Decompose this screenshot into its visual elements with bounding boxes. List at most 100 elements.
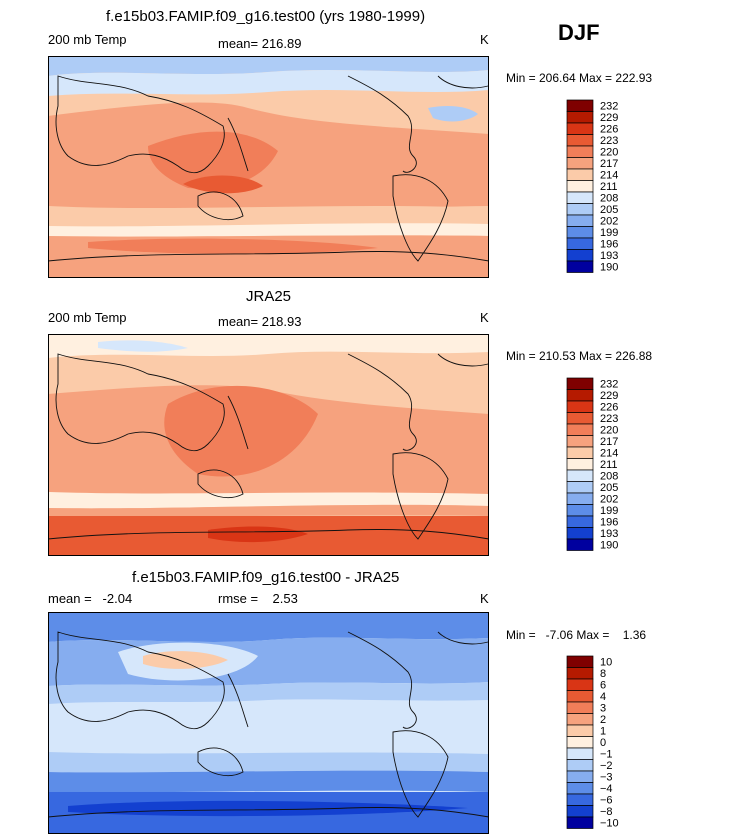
panel1-colorbar-label-7: 211 bbox=[600, 181, 618, 193]
panel1-colorbar-label-1: 229 bbox=[600, 112, 618, 124]
panel2-colorbar-label-6: 214 bbox=[600, 448, 618, 460]
panel1-cold-spot bbox=[428, 106, 478, 122]
panel1-colorbar-box-14 bbox=[566, 260, 594, 273]
panel3-colorbar-label-10: −3 bbox=[600, 772, 613, 784]
panel2-colorbar-label-1: 229 bbox=[600, 390, 618, 402]
panel1-colorbar-label-5: 217 bbox=[600, 158, 618, 170]
panel1-colorbar-box-1 bbox=[566, 111, 594, 124]
panel2-colorbar-label-3: 223 bbox=[600, 413, 618, 425]
panel1-colorbar-label-9: 205 bbox=[600, 204, 618, 216]
panel3-colorbar-label-0: 10 bbox=[600, 657, 612, 669]
panel2-colorbar-box-10 bbox=[566, 492, 594, 505]
panel2-cold-spot bbox=[98, 340, 188, 352]
panel3-title: f.e15b03.FAMIP.f09_g16.test00 - JRA25 bbox=[132, 569, 400, 586]
panel1-minmax-label: Min = 206.64 Max = 222.93 bbox=[506, 71, 653, 85]
panel3-band-s-highlat bbox=[48, 770, 489, 793]
panel1-colorbar-box-2 bbox=[566, 122, 594, 135]
panel1-colorbar-label-6: 214 bbox=[600, 170, 618, 182]
panel2-colorbar-label-8: 208 bbox=[600, 471, 618, 483]
panel1-coastlines bbox=[48, 75, 489, 262]
panel2-colorbar-box-8 bbox=[566, 469, 594, 482]
panel3-colorbar-box-7 bbox=[566, 736, 594, 749]
panel1-colorbar-label-14: 190 bbox=[600, 262, 618, 274]
panel2-colorbar-label-9: 205 bbox=[600, 482, 618, 494]
season-label: DJF bbox=[558, 20, 600, 45]
panel1-left-label: 200 mb Temp bbox=[48, 32, 127, 47]
panel3-colorbar-box-4 bbox=[566, 701, 594, 714]
panel2-colorbar-box-5 bbox=[566, 435, 594, 448]
panel2-colorbar-label-0: 232 bbox=[600, 379, 618, 391]
panel2-units-label: K bbox=[480, 310, 489, 325]
panel2-colorbar-box-13 bbox=[566, 527, 594, 540]
panel2-band-arctic bbox=[48, 334, 489, 358]
panel2-map bbox=[48, 334, 489, 556]
panel1-colorbar-box-0 bbox=[566, 99, 594, 112]
panel3-colorbar-label-6: 1 bbox=[600, 726, 606, 738]
panel2-colorbar-box-14 bbox=[566, 538, 594, 551]
panel2-left-label: 200 mb Temp bbox=[48, 310, 127, 325]
panel1-mean-label: mean= 216.89 bbox=[218, 36, 302, 51]
panel2-colorbar-box-11 bbox=[566, 504, 594, 517]
panel1-colorbar-box-9 bbox=[566, 203, 594, 216]
panel1-colorbar-box-11 bbox=[566, 226, 594, 239]
panel2-colorbar-label-7: 211 bbox=[600, 459, 618, 471]
panel3-map bbox=[48, 612, 489, 834]
panel2-band-s-cool bbox=[48, 492, 489, 509]
panel3-minmax-label: Min = -7.06 Max = 1.36 bbox=[506, 628, 647, 642]
panel1-colorbar-box-7 bbox=[566, 180, 594, 193]
panel1-colorbar-label-11: 199 bbox=[600, 227, 618, 239]
panel3-band-arctic bbox=[48, 612, 489, 642]
panel3-colorbar-label-1: 8 bbox=[600, 668, 606, 680]
panel2-colorbar-box-7 bbox=[566, 458, 594, 471]
panel1-colorbar-label-4: 220 bbox=[600, 147, 618, 159]
panel1-band-arctic bbox=[48, 56, 489, 76]
panel3-frame bbox=[48, 612, 489, 834]
panel1-units-label: K bbox=[480, 32, 489, 47]
panel2-colorbar-label-5: 217 bbox=[600, 436, 618, 448]
panel3-colorbar-box-8 bbox=[566, 747, 594, 760]
panel3-colorbar-label-5: 2 bbox=[600, 714, 606, 726]
panel1-band-s-midlat bbox=[48, 206, 489, 227]
panel1-colorbar-label-10: 202 bbox=[600, 216, 618, 228]
panel2-band-antarctic-warm bbox=[208, 526, 308, 543]
panel1-map bbox=[48, 56, 489, 278]
panel3-band-high-lat bbox=[48, 637, 489, 686]
panel2-colorbar-label-13: 193 bbox=[600, 528, 618, 540]
panel1-colorbar-label-3: 223 bbox=[600, 135, 618, 147]
panel3-colorbar-box-6 bbox=[566, 724, 594, 737]
panel3-colorbar-box-11 bbox=[566, 782, 594, 795]
panel2-colorbar-box-3 bbox=[566, 412, 594, 425]
panel2-colorbar-box-1 bbox=[566, 389, 594, 402]
panel3-colorbar-box-9 bbox=[566, 759, 594, 772]
panel3-colorbar-box-0 bbox=[566, 655, 594, 668]
panel3-mean-label: mean = -2.04 bbox=[48, 591, 133, 606]
panel2-title: JRA25 bbox=[246, 288, 292, 305]
panel1-band-s-cool bbox=[48, 223, 489, 237]
panel3-colorbar-box-13 bbox=[566, 805, 594, 818]
panel3-band-n-midlat bbox=[48, 682, 489, 704]
panel2-coastlines bbox=[48, 353, 489, 540]
panel3-band-antarctic-cold bbox=[68, 800, 468, 817]
panel3-colorbar-label-13: −8 bbox=[600, 806, 613, 818]
panel2-colorbar-box-12 bbox=[566, 515, 594, 528]
panel3-colorbar-label-8: −1 bbox=[600, 749, 613, 761]
panel3-colorbar-box-12 bbox=[566, 793, 594, 806]
panel1-title: f.e15b03.FAMIP.f09_g16.test00 (yrs 1980-… bbox=[106, 8, 426, 25]
panel3-colorbar-label-11: −4 bbox=[600, 783, 613, 795]
panel1-colorbar-box-8 bbox=[566, 191, 594, 204]
panel1-colorbar-box-5 bbox=[566, 157, 594, 170]
panel1-colorbar-box-10 bbox=[566, 214, 594, 227]
panel2-mean-label: mean= 218.93 bbox=[218, 314, 302, 329]
panel3-colorbar-box-14 bbox=[566, 816, 594, 829]
panel3-colorbar-label-12: −6 bbox=[600, 795, 613, 807]
panel2-band-s-midlat bbox=[48, 504, 489, 517]
panel2-colorbar-box-9 bbox=[566, 481, 594, 494]
panel2-colorbar-label-2: 226 bbox=[600, 402, 618, 414]
panel2-colorbar-label-14: 190 bbox=[600, 540, 618, 552]
panel3-colorbar-label-4: 3 bbox=[600, 703, 606, 715]
panel1-colorbar-label-8: 208 bbox=[600, 193, 618, 205]
panel2-colorbar: 2322292262232202172142112082052021991961… bbox=[566, 377, 618, 552]
panel3-band-s-midlat bbox=[48, 752, 489, 773]
panel1-band-warm-core bbox=[183, 175, 263, 194]
